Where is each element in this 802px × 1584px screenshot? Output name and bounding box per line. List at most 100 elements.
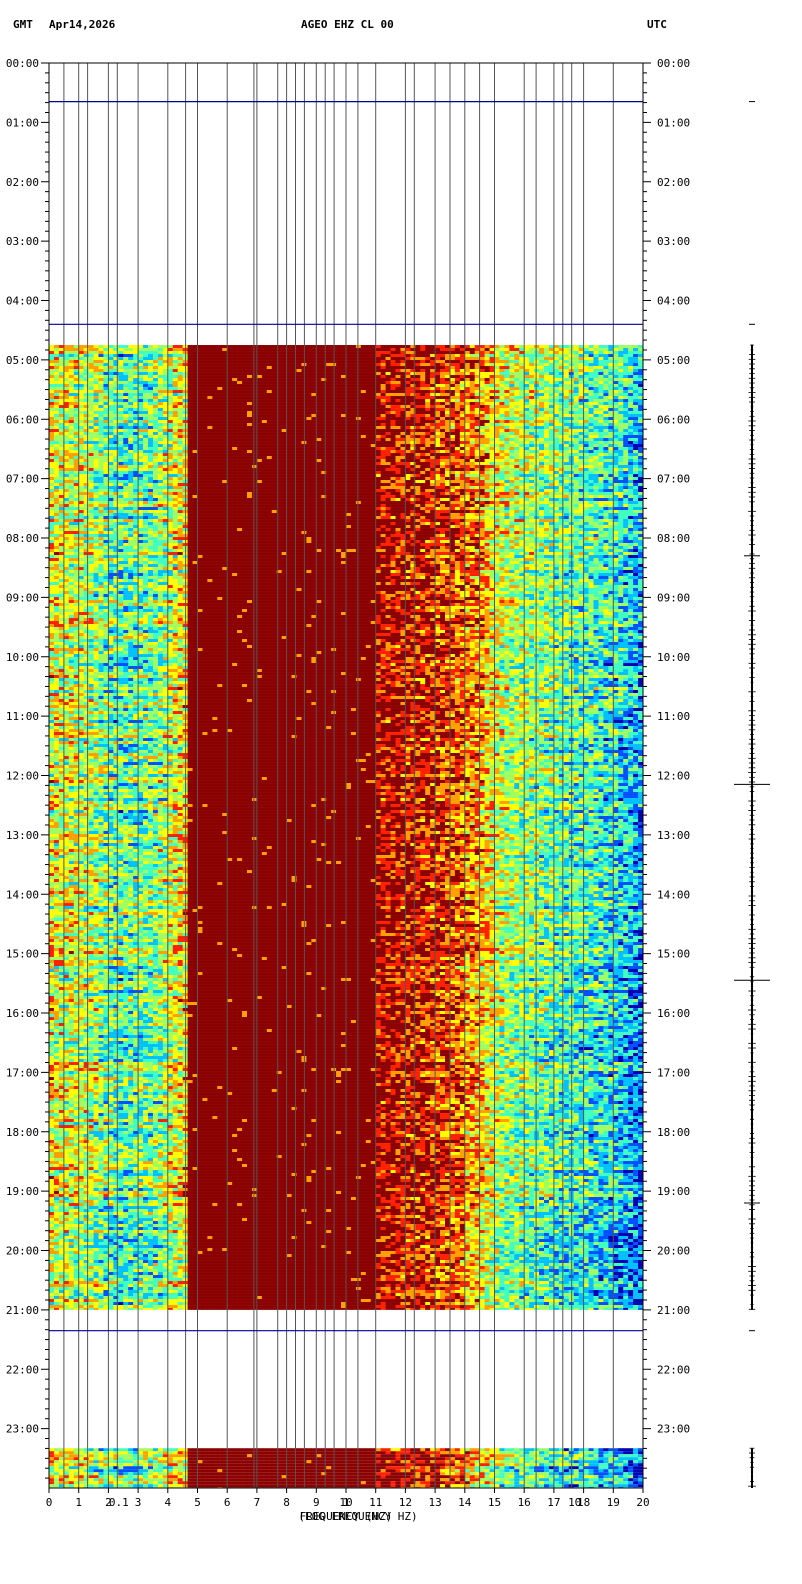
heat-cell [425, 354, 430, 357]
heat-cell [559, 444, 564, 447]
heat-cell [113, 414, 118, 417]
heat-cell [376, 387, 381, 390]
heat-cell [529, 357, 534, 360]
heat-cell [257, 447, 262, 450]
heat-cell [64, 363, 69, 366]
heat-cell [247, 360, 252, 363]
heat-cell [79, 423, 84, 426]
heat-cell [158, 450, 163, 453]
heat-cell [509, 465, 514, 468]
heat-cell [356, 375, 361, 378]
heat-cell [54, 375, 59, 378]
heat-cell [470, 417, 475, 420]
heat-cell [396, 417, 401, 420]
heat-cell [455, 417, 460, 420]
heat-cell [628, 345, 633, 348]
heat-cell [534, 456, 539, 459]
heat-cell [237, 426, 242, 429]
heat-cell [465, 363, 470, 366]
heat-cell [633, 441, 638, 444]
heat-cell [346, 372, 351, 375]
heat-cell [603, 354, 608, 357]
heat-cell [113, 468, 118, 471]
heat-cell [361, 378, 366, 381]
heat-cell [356, 420, 361, 423]
heat-cell [188, 381, 193, 384]
heat-cell [618, 363, 623, 366]
heat-cell [94, 420, 99, 423]
heat-cell [292, 462, 297, 465]
heat-cell [584, 420, 589, 423]
heat-cell [173, 399, 178, 402]
heat-cell [420, 393, 425, 396]
heat-cell [64, 462, 69, 465]
heat-cell [89, 420, 94, 423]
heat-cell [143, 447, 148, 450]
heat-cell [623, 417, 628, 420]
heat-cell [99, 414, 104, 417]
heat-cell [272, 429, 277, 432]
heat-cell [346, 375, 351, 378]
heat-cell [158, 423, 163, 426]
heat-cell [207, 420, 212, 423]
heat-cell [381, 435, 386, 438]
heat-cell [415, 372, 420, 375]
heat-cell [188, 402, 193, 405]
heat-cell [415, 453, 420, 456]
heat-cell [554, 441, 559, 444]
heat-cell [589, 459, 594, 462]
heat-cell [207, 459, 212, 462]
heat-cell [212, 399, 217, 402]
heat-cell [440, 384, 445, 387]
heat-cell [495, 429, 500, 432]
heat-cell [415, 444, 420, 447]
heat-cell [79, 417, 84, 420]
heat-cell [232, 366, 237, 369]
heat-cell [480, 450, 485, 453]
heat-cell [321, 387, 326, 390]
heat-cell [99, 444, 104, 447]
heat-cell [514, 426, 519, 429]
heat-cell [445, 372, 450, 375]
heat-cell [618, 378, 623, 381]
heat-cell [272, 393, 277, 396]
heat-cell [123, 390, 128, 393]
heat-cell [188, 375, 193, 378]
heat-cell [118, 351, 123, 354]
heat-cell [94, 393, 99, 396]
heat-cell [237, 390, 242, 393]
heat-cell [544, 354, 549, 357]
heat-cell [148, 396, 153, 399]
heat-cell [559, 387, 564, 390]
heat-cell [524, 444, 529, 447]
heat-cell [391, 345, 396, 348]
heat-cell [455, 414, 460, 417]
heat-cell [435, 435, 440, 438]
heat-cell [297, 393, 302, 396]
heat-cell [396, 462, 401, 465]
heat-cell [247, 402, 252, 405]
heat-cell [396, 354, 401, 357]
heat-cell [450, 420, 455, 423]
heat-cell [594, 444, 599, 447]
heat-cell [94, 387, 99, 390]
heat-cell [529, 453, 534, 456]
heat-cell [138, 447, 143, 450]
heat-cell [554, 450, 559, 453]
heat-cell [529, 420, 534, 423]
heat-cell [153, 447, 158, 450]
heat-cell [361, 420, 366, 423]
heat-cell [173, 381, 178, 384]
heat-cell [524, 462, 529, 465]
heat-cell [420, 405, 425, 408]
heat-cell [321, 348, 326, 351]
heat-cell [598, 444, 603, 447]
heat-cell [435, 396, 440, 399]
heat-cell [376, 360, 381, 363]
heat-cell [153, 378, 158, 381]
heat-cell [232, 453, 237, 456]
heat-cell [79, 462, 84, 465]
heat-cell [450, 399, 455, 402]
heat-cell [148, 360, 153, 363]
heat-cell [267, 450, 272, 453]
